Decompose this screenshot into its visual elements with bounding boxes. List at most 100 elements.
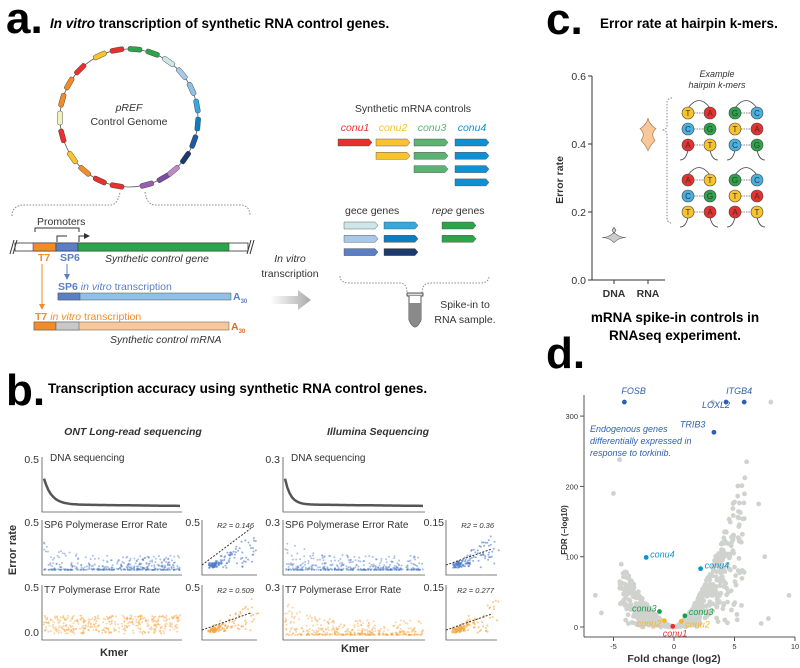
kmer-point xyxy=(324,568,327,571)
kmer-point xyxy=(346,633,349,636)
kmer-point xyxy=(145,566,148,569)
kmer-point xyxy=(323,555,326,558)
kmer-point xyxy=(297,568,300,571)
kmer-point xyxy=(372,626,375,629)
regression-line xyxy=(445,548,492,566)
kmer-point xyxy=(393,568,396,571)
kmer-point xyxy=(337,568,340,571)
kmer-point xyxy=(386,633,389,636)
kmer-point xyxy=(382,630,385,633)
kmer-point xyxy=(360,629,363,632)
kmer-point xyxy=(101,565,104,568)
inset-point xyxy=(234,613,237,616)
kmer-point xyxy=(374,630,377,632)
kmer-point xyxy=(327,568,329,571)
kmer-point xyxy=(421,629,424,632)
y-tick-label: 0 xyxy=(574,623,578,632)
kmer-point xyxy=(300,563,303,566)
kmer-point xyxy=(378,632,381,635)
gene-point xyxy=(732,600,738,606)
promoters-bracket xyxy=(34,227,80,232)
kmer-point xyxy=(63,568,66,571)
kmer-point xyxy=(130,615,133,618)
kmer-point xyxy=(160,564,163,567)
kmer-point xyxy=(317,629,320,632)
kmer-point xyxy=(292,568,295,571)
kmer-point xyxy=(70,563,73,566)
kmer-point xyxy=(83,566,86,569)
kmer-point xyxy=(176,617,179,619)
subplot-t7: 0.50.0T7 Polymerase Error Rate 0.5 R2 = 0.… xyxy=(24,582,260,641)
kmer-point xyxy=(43,541,45,544)
kmer-point xyxy=(164,568,167,571)
kmer-point xyxy=(93,563,96,566)
kmer-point xyxy=(67,626,70,629)
kmer-point xyxy=(350,633,353,636)
point-label: conu4 xyxy=(650,549,675,559)
gene-point xyxy=(696,594,702,600)
inset-point xyxy=(214,564,217,566)
kmer-point xyxy=(407,633,410,636)
kmer-point xyxy=(308,567,311,570)
kmer-point xyxy=(53,568,56,571)
inset-point xyxy=(253,537,255,539)
kmer-point xyxy=(138,622,141,625)
subplot-title: DNA sequencing xyxy=(291,453,366,464)
kmer-point xyxy=(366,619,369,622)
kmer-point xyxy=(380,559,383,562)
kmer-point xyxy=(291,564,294,567)
kmer-point xyxy=(343,633,346,636)
kmer-point xyxy=(398,568,401,571)
nucleotide-letter: C xyxy=(754,109,760,118)
kmer-point xyxy=(130,567,133,570)
plasmid-gene-segment xyxy=(109,46,125,54)
kmer-point xyxy=(84,627,87,630)
kmer-point xyxy=(150,564,153,567)
kmer-point xyxy=(161,614,164,617)
kmer-point xyxy=(67,568,70,571)
kmer-point xyxy=(409,559,412,562)
kmer-point xyxy=(110,568,113,571)
kmer-point xyxy=(92,567,95,570)
conu-arrow xyxy=(413,138,449,147)
kmer-point xyxy=(289,568,292,571)
kmer-point xyxy=(295,558,298,561)
kmer-point xyxy=(295,630,298,633)
spike-in-label-2: RNA sample. xyxy=(434,314,495,326)
kmer-point xyxy=(108,568,111,571)
kmer-point xyxy=(106,618,109,621)
kmer-point xyxy=(142,630,145,633)
kmer-point xyxy=(143,616,146,619)
kmer-point xyxy=(45,618,48,621)
kmer-point xyxy=(135,618,138,621)
inset-point xyxy=(456,563,459,566)
kmer-point xyxy=(417,568,420,571)
inset-point xyxy=(495,619,498,622)
kmer-point xyxy=(124,629,127,632)
inset-point xyxy=(494,599,497,602)
kmer-point xyxy=(133,568,136,571)
kmer-point xyxy=(406,568,409,571)
kmer-point xyxy=(412,567,415,570)
kmer-point xyxy=(341,633,344,636)
kmer-point xyxy=(305,633,308,636)
kmer-point xyxy=(47,621,50,624)
kmer-point xyxy=(301,627,304,630)
kmer-point xyxy=(174,625,177,628)
kmer-point xyxy=(398,559,401,562)
kmer-point xyxy=(76,567,79,570)
kmer-point xyxy=(296,568,299,571)
inset-point xyxy=(249,629,252,632)
kmer-point xyxy=(319,568,322,571)
kmer-point xyxy=(178,568,181,571)
kmer-point xyxy=(400,564,403,567)
inset-point xyxy=(252,613,255,616)
kmer-point xyxy=(168,567,170,570)
kmer-point xyxy=(94,618,97,621)
gene-point xyxy=(714,584,719,590)
kmer-point xyxy=(368,633,371,636)
kmer-point xyxy=(154,561,157,564)
inset-point xyxy=(474,618,476,621)
kmer-point xyxy=(383,625,385,628)
kmer-point xyxy=(373,564,376,567)
